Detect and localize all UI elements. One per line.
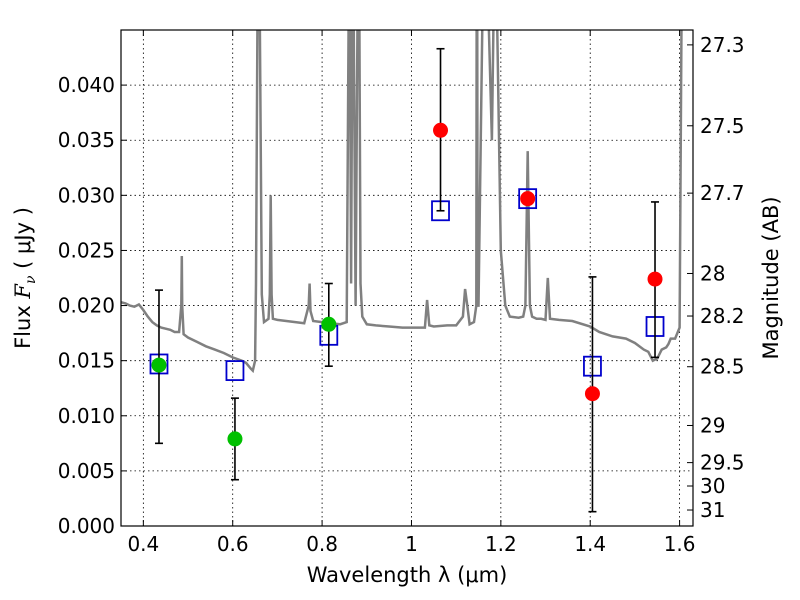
- x-tick-label: 1: [405, 532, 418, 556]
- photometry-points: [149, 47, 665, 513]
- model-spectrum-line: [121, 30, 683, 374]
- observed-flux-point: [433, 122, 449, 138]
- y-tick-label: 0.030: [58, 183, 115, 207]
- x-tick-label: 0.4: [127, 532, 159, 556]
- observed-flux-point: [321, 316, 337, 332]
- x-tick-label: 0.6: [217, 532, 249, 556]
- x-tick-label: 1.4: [574, 532, 606, 556]
- y-tick-label: 0.035: [58, 128, 115, 152]
- x-axis-title: Wavelength λ (μm): [307, 563, 508, 587]
- observed-flux-point: [151, 357, 167, 373]
- mag-tick-label: 31: [700, 498, 725, 522]
- axis-ticks: 0.4 0.6 0.8 1 1.2 1.4 1.6 0.000 0.005 0.010 0.015 0…: [58, 30, 745, 556]
- observed-flux-point: [520, 191, 536, 207]
- plot-frame: [120, 29, 694, 527]
- mag-tick-label: 28: [700, 261, 725, 285]
- grid-lines: [121, 30, 693, 526]
- x-tick-label: 0.8: [306, 532, 338, 556]
- y-tick-label: 0.010: [58, 404, 115, 428]
- y-axis-title: Flux Fν ( μJy ): [11, 207, 39, 349]
- observed-flux-point: [647, 271, 663, 287]
- mag-tick-label: 29: [700, 413, 725, 437]
- y-tick-label: 0.040: [58, 73, 115, 97]
- mag-tick-label: 28.2: [700, 304, 745, 328]
- mag-tick-label: 27.5: [700, 114, 745, 138]
- y-tick-label: 0.000: [58, 514, 115, 538]
- observed-flux-point: [227, 431, 243, 447]
- mag-tick-label: 29.5: [700, 451, 745, 475]
- mag-tick-label: 30: [700, 474, 725, 498]
- y-tick-label: 0.025: [58, 238, 115, 262]
- x-tick-label: 1.6: [664, 532, 696, 556]
- x-tick-label: 1.2: [485, 532, 517, 556]
- y-tick-label: 0.005: [58, 459, 115, 483]
- model-flux-square: [225, 360, 245, 381]
- mag-tick-label: 27.7: [700, 181, 745, 205]
- mag-tick-label: 27.3: [700, 33, 745, 57]
- y-tick-label: 0.020: [58, 294, 115, 318]
- mag-tick-label: 28.5: [700, 355, 745, 379]
- model-flux-square: [518, 188, 538, 210]
- y-tick-label: 0.015: [58, 349, 115, 373]
- y2-axis-title: Magnitude (AB): [759, 196, 783, 359]
- observed-flux-point: [584, 386, 600, 402]
